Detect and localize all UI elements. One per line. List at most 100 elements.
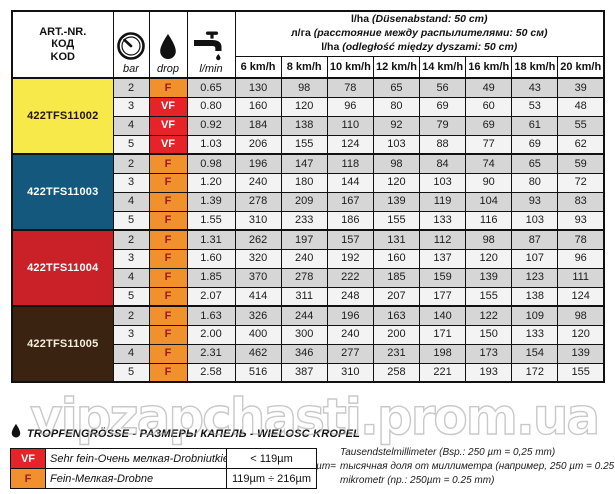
note-line: mikrometr (np.: 250µm = 0.25 mm) — [340, 475, 495, 486]
lha-value: 186 — [326, 210, 374, 231]
lha-value: 209 — [280, 191, 328, 212]
lha-value: 109 — [511, 305, 559, 326]
lha-value: 154 — [511, 343, 559, 364]
lha-value: 61 — [511, 115, 559, 136]
table-row: 4 F 2.31 462 346 277 231 198 173 154 139 — [12, 343, 605, 364]
lha-value: 120 — [557, 324, 605, 345]
lha-value: 185 — [372, 267, 421, 288]
lha-value: 49 — [465, 77, 513, 98]
lha-value: 262 — [234, 229, 282, 250]
drop-size-description: Fein-Мелкая-Drobne — [45, 468, 227, 489]
lha-value: 311 — [280, 286, 328, 307]
lha-value: 65 — [372, 77, 421, 98]
lha-value: 150 — [465, 324, 513, 345]
lha-value: 59 — [557, 153, 605, 174]
lha-value: 180 — [280, 172, 328, 193]
drop-size-class: VF — [148, 96, 188, 117]
lha-value: 200 — [372, 324, 421, 345]
lha-header: l/ha (Düsenabstand: 50 cm) л/га (расстоя… — [234, 10, 605, 57]
product-code: 422TFS11003 — [11, 153, 114, 231]
drop-icon — [10, 423, 22, 444]
lha-value: 123 — [511, 267, 559, 288]
lha-value: 231 — [372, 343, 421, 364]
lha-value: 78 — [326, 77, 374, 98]
lha-value: 98 — [465, 229, 513, 250]
lha-value: 133 — [511, 324, 559, 345]
speed-column-header: 14 km/h — [418, 56, 467, 79]
speed-column-header: 6 km/h — [234, 56, 282, 79]
lha-value: 244 — [280, 305, 328, 326]
drop-icon — [157, 33, 179, 63]
lha-value: 124 — [557, 286, 605, 307]
lha-value: 155 — [280, 134, 328, 155]
lha-value: 248 — [326, 286, 374, 307]
art-nr-header: ART.-NR. КОД KOD — [11, 10, 114, 79]
lha-value: 184 — [234, 115, 282, 136]
pressure-bar-value: 2 — [112, 153, 150, 174]
lha-value: 462 — [234, 343, 282, 364]
table-row: 3 F 2.00 400 300 240 200 171 150 133 120 — [12, 324, 605, 345]
lha-value: 193 — [465, 362, 513, 383]
pressure-bar-value: 3 — [112, 172, 150, 193]
lha-value: 198 — [418, 343, 467, 364]
drop-size-class: F — [148, 77, 188, 98]
lha-value: 48 — [557, 96, 605, 117]
pressure-bar-value: 2 — [112, 77, 150, 98]
lha-value: 163 — [372, 305, 421, 326]
lha-value: 80 — [511, 172, 559, 193]
drop-size-class: VF — [148, 115, 188, 136]
lha-value: 310 — [234, 210, 282, 231]
legend-row: F Fein-Мелкая-Drobne 119µm ÷ 216µm — [10, 468, 317, 489]
lha-value: 120 — [280, 96, 328, 117]
lha-value: 92 — [372, 115, 421, 136]
lha-value: 56 — [418, 77, 467, 98]
lha-value: 207 — [372, 286, 421, 307]
pressure-bar-value: 5 — [112, 286, 150, 307]
micron-prefix: µm= — [316, 461, 336, 472]
pressure-bar-value: 2 — [112, 229, 150, 250]
lmin-label: l/min — [199, 62, 223, 75]
lha-value: 60 — [465, 96, 513, 117]
flow-lmin-value: 1.03 — [186, 134, 236, 155]
art-nr-line: ART.-NR. — [39, 26, 87, 39]
lha-value: 326 — [234, 305, 282, 326]
drop-size-class: F — [148, 286, 188, 307]
flow-column-header: l/min — [186, 10, 236, 79]
lha-value: 74 — [465, 153, 513, 174]
lha-value: 240 — [234, 172, 282, 193]
faucet-icon — [193, 31, 229, 63]
pressure-bar-value: 3 — [112, 324, 150, 345]
lha-value: 278 — [280, 267, 328, 288]
lha-value: 131 — [372, 229, 421, 250]
drop-size-class: F — [148, 248, 188, 269]
table-row: 3 F 1.20 240 180 144 120 103 90 80 72 — [12, 172, 605, 193]
lha-value: 240 — [280, 248, 328, 269]
drop-size-class: F — [148, 267, 188, 288]
table-row: 4 F 1.85 370 278 222 185 159 139 123 111 — [12, 267, 605, 288]
flow-lmin-value: 2.07 — [186, 286, 236, 307]
drop-size-table: VF Sehr fein-Очень мелкая-Drobniutkie < 11… — [10, 448, 317, 489]
lha-value: 110 — [326, 115, 374, 136]
pressure-bar-value: 3 — [112, 96, 150, 117]
table-row: 5 VF 1.03 206 155 124 103 88 77 69 62 — [12, 134, 605, 155]
lha-line-de: l/ha (Düsenabstand: 50 cm) — [350, 13, 488, 26]
lha-value: 400 — [234, 324, 282, 345]
lha-value: 96 — [326, 96, 374, 117]
lha-value: 98 — [280, 77, 328, 98]
lha-value: 133 — [418, 210, 467, 231]
lha-value: 103 — [418, 172, 467, 193]
lha-value: 221 — [418, 362, 467, 383]
flow-lmin-value: 2.58 — [186, 362, 236, 383]
drop-size-class: F — [148, 210, 188, 231]
flow-rate-table: ART.-NR. КОД KOD bar — [11, 10, 605, 383]
lha-value: 90 — [465, 172, 513, 193]
bar-label: bar — [123, 62, 139, 75]
pressure-column-header: bar — [112, 10, 150, 79]
drop-size-class: F — [148, 343, 188, 364]
table-row: 4 VF 0.92 184 138 110 92 79 69 61 55 — [12, 115, 605, 136]
lha-value: 83 — [557, 191, 605, 212]
lha-value: 155 — [557, 362, 605, 383]
drop-column-header: drop — [148, 10, 188, 79]
drop-size-legend: TROPFENGRÖSSE - РАЗМЕРЫ КАПЕЛЬ - WIELOSC… — [10, 423, 360, 489]
